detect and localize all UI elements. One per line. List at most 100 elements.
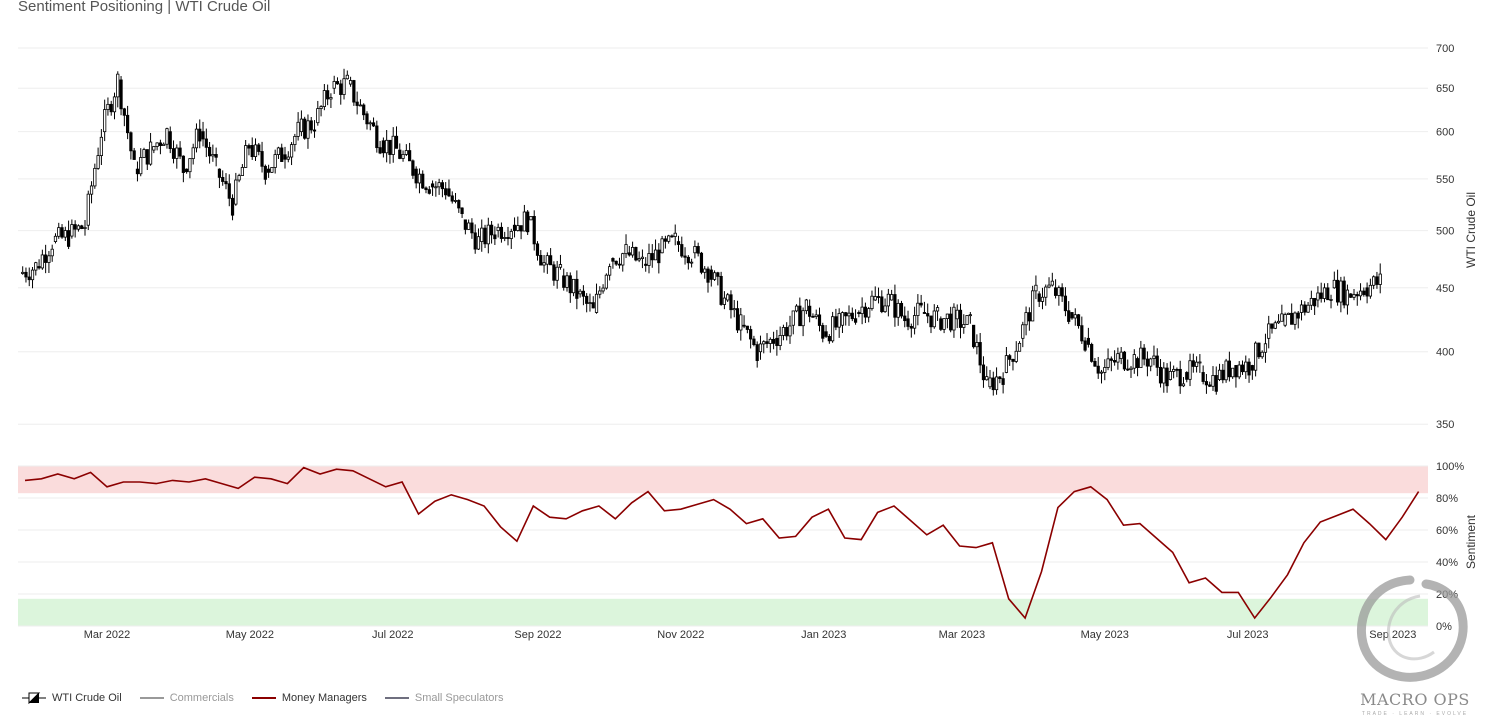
price-candle bbox=[388, 139, 392, 164]
price-candle bbox=[1201, 365, 1205, 385]
price-candle bbox=[847, 305, 851, 326]
price-candle bbox=[893, 284, 897, 327]
price-candle bbox=[1080, 316, 1084, 344]
price-candle bbox=[40, 249, 44, 270]
logo-tagline: TRADE · LEARN · EVOLVE bbox=[1361, 711, 1469, 717]
price-candle bbox=[1063, 287, 1068, 317]
price-candle bbox=[371, 117, 376, 127]
price-candle bbox=[427, 186, 431, 195]
price-candle bbox=[447, 179, 451, 198]
price-candle bbox=[375, 120, 379, 153]
price-candle bbox=[280, 143, 284, 162]
price-candle bbox=[509, 228, 513, 249]
sentiment-tick-label: 100% bbox=[1436, 461, 1464, 473]
price-candle bbox=[627, 245, 631, 257]
price-candle bbox=[132, 147, 136, 160]
price-candle bbox=[565, 272, 569, 292]
price-candle bbox=[191, 143, 195, 165]
price-candle bbox=[935, 305, 940, 321]
price-candle bbox=[962, 314, 966, 334]
time-tick-label: May 2022 bbox=[226, 629, 274, 641]
price-tick-label: 550 bbox=[1436, 174, 1454, 186]
legend-item-money-managers[interactable]: Money Managers bbox=[251, 692, 367, 704]
price-candle bbox=[352, 79, 356, 106]
price-candle bbox=[1135, 356, 1140, 377]
price-candle bbox=[844, 311, 848, 326]
price-candle bbox=[178, 141, 182, 160]
price-candle bbox=[811, 313, 815, 318]
price-candle bbox=[791, 310, 795, 335]
time-tick-label: May 2023 bbox=[1081, 629, 1129, 641]
price-candle bbox=[1299, 300, 1304, 321]
price-candle bbox=[394, 126, 399, 149]
price-candle bbox=[283, 146, 287, 169]
price-candle bbox=[988, 369, 992, 390]
money-managers-line bbox=[24, 466, 1420, 620]
price-candle bbox=[204, 128, 208, 158]
price-candle bbox=[752, 335, 756, 347]
price-axis: 350 400 450 500 550 600 650 700 bbox=[1436, 43, 1454, 431]
price-candle bbox=[1208, 381, 1212, 388]
price-candle bbox=[1326, 283, 1330, 301]
price-candle bbox=[171, 140, 176, 164]
price-candle bbox=[926, 303, 930, 324]
price-candle bbox=[424, 186, 428, 194]
price-candle bbox=[139, 148, 143, 177]
legend-item-wti[interactable]: WTI Crude Oil bbox=[22, 692, 122, 704]
price-candle bbox=[896, 299, 900, 326]
price-candle bbox=[1349, 293, 1353, 298]
price-candle bbox=[978, 332, 982, 374]
price-candle bbox=[870, 290, 874, 311]
price-candle bbox=[385, 129, 389, 163]
price-candle bbox=[824, 325, 828, 338]
price-candle bbox=[532, 210, 536, 251]
price-candle bbox=[804, 298, 808, 315]
price-candle bbox=[778, 326, 782, 351]
price-candle bbox=[126, 105, 130, 140]
price-candle bbox=[644, 257, 648, 272]
price-candle bbox=[175, 144, 179, 169]
price-candle bbox=[667, 234, 671, 244]
price-candle bbox=[430, 180, 435, 196]
price-candle bbox=[1267, 315, 1271, 349]
price-candle bbox=[1273, 320, 1277, 330]
legend-label-commercials: Commercials bbox=[169, 692, 234, 704]
price-candle bbox=[1162, 362, 1166, 393]
sentiment-tick-label: 80% bbox=[1436, 493, 1458, 505]
price-axis-title: WTI Crude Oil bbox=[1464, 192, 1478, 268]
price-candle bbox=[1096, 356, 1100, 379]
price-candle bbox=[148, 132, 153, 166]
price-candle bbox=[975, 334, 979, 355]
price-candle bbox=[863, 302, 868, 324]
price-candle bbox=[1345, 284, 1350, 315]
price-candle bbox=[542, 255, 546, 273]
time-tick-label: Mar 2022 bbox=[84, 629, 130, 641]
price-candle bbox=[1224, 358, 1228, 383]
price-candle bbox=[939, 316, 943, 332]
price-candle bbox=[867, 306, 871, 323]
price-candle bbox=[1047, 277, 1051, 289]
legend-item-commercials[interactable]: Commercials bbox=[139, 692, 234, 704]
price-candle bbox=[1181, 377, 1186, 388]
price-candle bbox=[693, 240, 697, 259]
price-candle bbox=[1280, 304, 1284, 322]
enso-brush-icon bbox=[1356, 575, 1468, 682]
price-candle bbox=[293, 133, 297, 152]
price-candle bbox=[1217, 363, 1222, 382]
price-candle bbox=[1175, 367, 1179, 378]
price-candle bbox=[467, 219, 471, 230]
price-candle bbox=[1194, 356, 1199, 373]
price-candle bbox=[1076, 313, 1081, 329]
price-candle bbox=[440, 179, 445, 198]
legend: WTI Crude Oil Commercials Money Managers… bbox=[22, 692, 522, 704]
price-candle bbox=[942, 318, 946, 334]
price-candle bbox=[103, 99, 107, 142]
price-candle bbox=[408, 142, 412, 162]
price-candle bbox=[749, 325, 753, 349]
price-candle bbox=[840, 311, 845, 334]
price-candle bbox=[886, 288, 890, 317]
price-candle bbox=[883, 298, 887, 313]
price-candle bbox=[1355, 291, 1359, 306]
legend-item-small-speculators[interactable]: Small Speculators bbox=[384, 692, 504, 704]
price-candle bbox=[37, 259, 41, 270]
